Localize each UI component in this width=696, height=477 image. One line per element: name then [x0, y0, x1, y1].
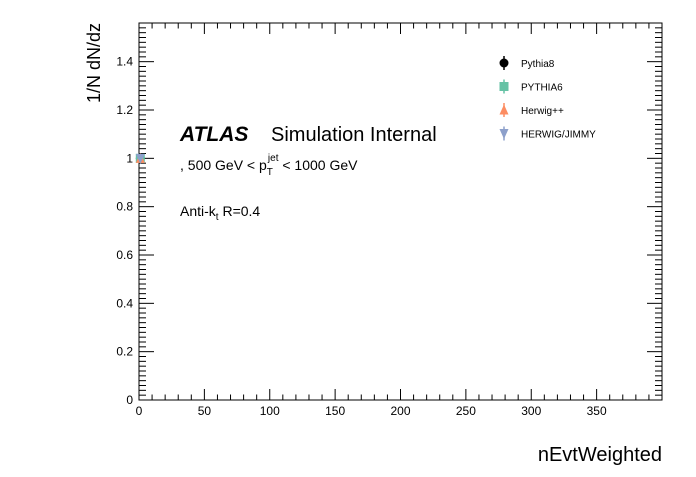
legend-label: HERWIG/JIMMY — [521, 130, 596, 141]
kin-suffix: < 1000 GeV — [278, 157, 358, 173]
x-tick-label: 100 — [260, 404, 280, 418]
kin-sub: T — [267, 167, 273, 178]
y-tick-label: 1.4 — [116, 55, 133, 69]
jet-sub: t — [216, 212, 219, 223]
data-points — [135, 152, 145, 164]
axis-ticks — [138, 22, 662, 401]
x-tick-label: 300 — [521, 404, 541, 418]
axis-tick-labels: 0 50 100 150 200 250 300 350 0 0.2 0.4 0.6 0.8 1 1.2 1.… — [116, 55, 607, 418]
legend: Pythia8 PYTHIA6 Herwig++ HERWIG/JIMMY — [499, 56, 596, 141]
x-axis-label: nEvtWeighted — [538, 444, 662, 466]
kinematic-selection-label: , 500 GeV < pTjet < 1000 GeV — [180, 153, 358, 178]
y-tick-label: 0.4 — [116, 296, 133, 310]
y-tick-label: 1 — [126, 151, 133, 165]
y-tick-label: 0.6 — [116, 248, 133, 262]
jet-suffix: R=0.4 — [219, 203, 261, 219]
kin-prefix: , 500 GeV < p — [180, 157, 267, 173]
legend-marker — [499, 129, 509, 139]
x-tick-label: 250 — [456, 404, 476, 418]
y-tick-label: 0.8 — [116, 200, 133, 214]
atlas-label: ATLAS — [179, 123, 248, 146]
jet-algorithm-label: Anti-kt R=0.4 — [180, 203, 260, 223]
x-tick-label: 50 — [198, 404, 212, 418]
data-point — [135, 153, 145, 164]
x-tick-label: 0 — [136, 404, 143, 418]
kin-sup: jet — [267, 153, 279, 164]
legend-marker — [499, 104, 509, 115]
legend-label: Herwig++ — [521, 106, 564, 117]
legend-label: PYTHIA6 — [521, 83, 563, 94]
y-axis-label: 1/N dN/dz — [84, 23, 104, 103]
x-tick-label: 200 — [390, 404, 410, 418]
legend-marker — [499, 82, 509, 91]
x-tick-label: 350 — [587, 404, 607, 418]
y-tick-label: 1.2 — [116, 103, 133, 117]
legend-label: Pythia8 — [521, 59, 555, 70]
legend-marker — [499, 58, 509, 68]
x-tick-label: 150 — [325, 404, 345, 418]
jet-prefix: Anti-k — [180, 203, 217, 219]
simulation-internal-label: Simulation Internal — [271, 124, 437, 146]
y-tick-label: 0 — [126, 393, 133, 407]
y-tick-label: 0.2 — [116, 345, 133, 359]
